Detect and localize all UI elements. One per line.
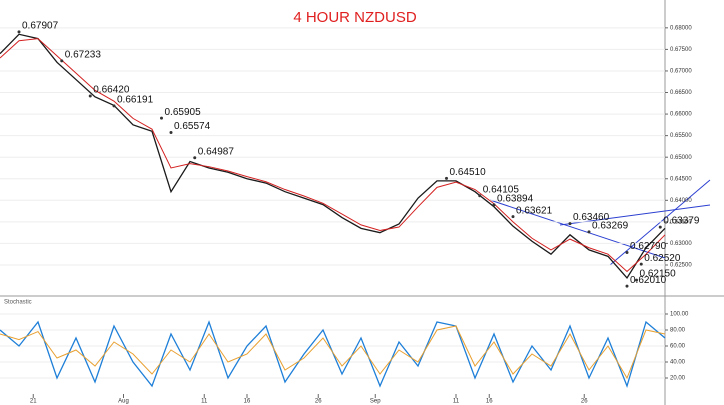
y-tick-label: 100.00 xyxy=(670,312,689,318)
chart-title: 4 HOUR NZDUSD xyxy=(293,9,417,26)
annotation: 0.63269 xyxy=(592,220,629,231)
panel-title: Stochastic xyxy=(4,300,32,306)
y-tick-label: 0.65000 xyxy=(670,155,692,161)
annotation-point xyxy=(112,104,116,108)
annotation-point xyxy=(511,215,515,219)
y-tick-label: 80.00 xyxy=(670,328,686,334)
annotation-point xyxy=(17,30,21,34)
y-tick-label: 0.68000 xyxy=(670,25,692,31)
annotation-point xyxy=(160,116,163,120)
annotation: 0.63621 xyxy=(516,205,553,216)
annotation: 0.63460 xyxy=(573,212,610,223)
annotation-point xyxy=(658,225,662,229)
annotation-point xyxy=(60,59,64,63)
annotation: 0.64105 xyxy=(483,184,520,195)
series-line xyxy=(0,325,666,380)
annotation: 0.62010 xyxy=(630,275,667,286)
annotation: 0.67907 xyxy=(22,20,59,31)
x-tick-label: Sep xyxy=(370,399,381,405)
annotation-point xyxy=(625,284,629,288)
annotation: 0.62520 xyxy=(644,253,681,264)
annotation: 0.66420 xyxy=(93,85,130,96)
trend-line xyxy=(489,199,666,259)
x-tick-label: Aug xyxy=(118,399,129,405)
annotation-point xyxy=(568,222,572,226)
annotation-point xyxy=(169,130,173,134)
series-line xyxy=(0,33,666,280)
x-tick-label: 11 xyxy=(201,399,208,405)
y-tick-label: 0.64500 xyxy=(670,176,692,182)
y-tick-label: 0.65500 xyxy=(670,133,692,139)
annotation: 0.62790 xyxy=(630,241,667,252)
y-tick-label: 0.64000 xyxy=(670,198,692,204)
trend-line xyxy=(609,179,711,266)
y-tick-label: 0.66500 xyxy=(670,90,692,96)
y-tick-label: 0.66000 xyxy=(670,112,692,118)
annotation: 0.65905 xyxy=(165,107,202,118)
y-tick-label: 0.62500 xyxy=(670,263,692,269)
y-tick-label: 0.63500 xyxy=(670,219,692,225)
x-tick-label: 16 xyxy=(244,399,251,405)
annotation-point xyxy=(492,203,496,207)
y-tick-label: 60.00 xyxy=(670,344,686,350)
annotation: 0.64987 xyxy=(198,146,235,157)
x-tick-label: 16 xyxy=(486,399,493,405)
annotation: 0.62150 xyxy=(640,269,677,280)
annotation-point xyxy=(478,194,482,198)
annotation: 0.67233 xyxy=(65,50,102,61)
annotation-point xyxy=(88,94,92,98)
annotation-point xyxy=(625,250,629,254)
annotation: 0.63894 xyxy=(497,194,534,205)
annotation: 0.66191 xyxy=(117,94,154,105)
y-tick-label: 0.67000 xyxy=(670,69,692,75)
annotation-point xyxy=(587,230,591,234)
annotation: 0.65574 xyxy=(174,121,211,132)
x-tick-label: 26 xyxy=(581,399,588,405)
annotation: 0.63379 xyxy=(663,216,700,227)
plot-bg xyxy=(0,0,665,405)
annotation-point xyxy=(445,176,448,180)
y-tick-label: 0.63000 xyxy=(670,241,692,247)
y-tick-label: 0.67500 xyxy=(670,47,692,53)
annotation-point xyxy=(635,278,638,282)
x-tick-label: 11 xyxy=(453,399,460,405)
y-tick-label: 40.00 xyxy=(670,360,686,366)
annotation-point xyxy=(639,262,643,266)
x-tick-label: 21 xyxy=(30,399,37,405)
annotation: 0.64510 xyxy=(450,167,487,178)
annotation-point xyxy=(193,156,197,160)
series-line xyxy=(0,38,666,273)
x-tick-label: 26 xyxy=(315,399,322,405)
y-tick-label: 20.00 xyxy=(670,376,686,382)
